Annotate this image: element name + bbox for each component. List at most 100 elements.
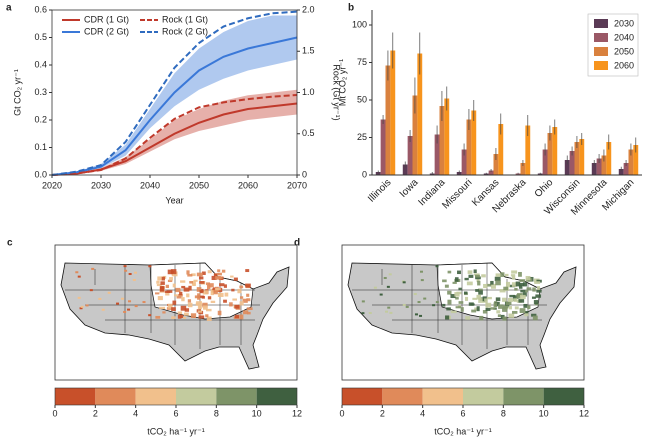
cropland-patch (417, 301, 421, 304)
cropland-patch (536, 279, 542, 283)
cropland-patch (155, 315, 161, 319)
cropland-patch (481, 274, 486, 278)
cropland-patch (475, 289, 479, 292)
cropland-patch (475, 274, 480, 278)
y-tick-label: 75 (357, 57, 367, 67)
colorbar-tick-label: 10 (539, 408, 549, 418)
cropland-patch (505, 281, 511, 287)
cropland-patch (107, 291, 111, 294)
bar (402, 164, 408, 175)
cropland-patch (182, 316, 187, 320)
cropland-patch (458, 287, 462, 291)
cropland-patch (187, 302, 193, 308)
cropland-patch (383, 276, 387, 279)
cropland-patch (167, 269, 173, 275)
cropland-patch (206, 316, 212, 322)
cropland-patch (515, 281, 521, 287)
x-tick-label: 2040 (140, 180, 160, 190)
cropland-patch (525, 275, 531, 281)
legend-swatch (594, 61, 608, 70)
cropland-patch (505, 301, 512, 306)
cropland-patch (174, 294, 178, 297)
cropland-patch (221, 269, 226, 273)
cropland-patch (85, 304, 89, 307)
bar (385, 65, 391, 175)
cropland-patch (368, 312, 372, 315)
cropland-patch (212, 287, 217, 290)
cropland-patch (191, 280, 196, 286)
cropland-patch (183, 287, 190, 292)
cropland-patch (520, 289, 526, 293)
cropland-patch (223, 284, 227, 288)
x-tick-label: 2070 (287, 180, 307, 190)
cropland-patch (156, 280, 160, 284)
cropland-patch (446, 307, 451, 311)
colorbar-bin (95, 388, 136, 405)
cropland-patch (198, 276, 204, 280)
cropland-patch (184, 312, 189, 316)
bar (552, 127, 558, 175)
cropland-patch (79, 307, 83, 310)
y-tick-label: 0.1 (34, 142, 47, 152)
cropland-patch (197, 295, 201, 300)
legend-label: Rock (2 Gt) (162, 26, 208, 36)
cropland-patch (186, 270, 190, 275)
cropland-patch (243, 310, 249, 315)
colorbar-bin (256, 388, 297, 405)
cropland-patch (522, 292, 527, 297)
us-map (60, 262, 290, 370)
cropland-patch (491, 283, 496, 289)
cropland-patch (157, 296, 163, 301)
bar (596, 158, 602, 175)
legend-swatch (594, 19, 608, 28)
cropland-patch (414, 313, 418, 316)
cropland-patch (503, 305, 509, 309)
cropland-patch (479, 315, 484, 321)
cropland-patch (213, 273, 218, 277)
cropland-patch (123, 310, 127, 313)
cropland-patch (475, 276, 481, 280)
cropland-patch (493, 302, 498, 308)
y-tick-label: 0 (362, 169, 367, 179)
cropland-patch (232, 298, 237, 301)
cropland-patch (167, 303, 173, 309)
bar (547, 133, 553, 175)
cropland-patch (484, 298, 488, 303)
cropland-patch (246, 307, 253, 311)
cropland-patch (524, 313, 529, 317)
cropland-patch (516, 293, 522, 299)
colorbar-tick-label: 12 (579, 408, 589, 418)
cropland-patch (483, 283, 488, 289)
x-tick-label: 2020 (42, 180, 62, 190)
cropland-patch (188, 285, 192, 291)
legend-label: 2050 (614, 46, 634, 56)
bar (493, 154, 499, 175)
cropland-patch (159, 285, 164, 291)
cropland-patch (478, 290, 483, 295)
cropland-patch (518, 271, 522, 277)
cropland-patch (490, 280, 494, 285)
cropland-patch (468, 274, 474, 278)
cropland-patch (134, 305, 138, 308)
cropland-patch (77, 275, 81, 278)
cropland-patch (519, 308, 526, 313)
cropland-patch (510, 274, 516, 277)
cropland-patch (455, 297, 459, 300)
cropland-patch (454, 292, 460, 297)
y-axis-label: Mt CO₂ yr⁻¹ (337, 59, 347, 106)
cropland-patch (444, 284, 449, 288)
bar (579, 139, 585, 175)
bar (498, 124, 504, 175)
cropland-patch (211, 275, 217, 281)
cropland-patch (511, 282, 517, 287)
bar (628, 149, 634, 175)
cropland-patch (531, 296, 536, 299)
cropland-patch (239, 301, 244, 306)
cropland-patch (75, 271, 79, 274)
cropland-patch (165, 284, 170, 288)
cropland-patch (519, 279, 526, 282)
cropland-patch (466, 281, 473, 286)
x-tick-label: 2030 (91, 180, 111, 190)
cropland-patch (534, 281, 541, 284)
cropland-patch (518, 299, 525, 303)
